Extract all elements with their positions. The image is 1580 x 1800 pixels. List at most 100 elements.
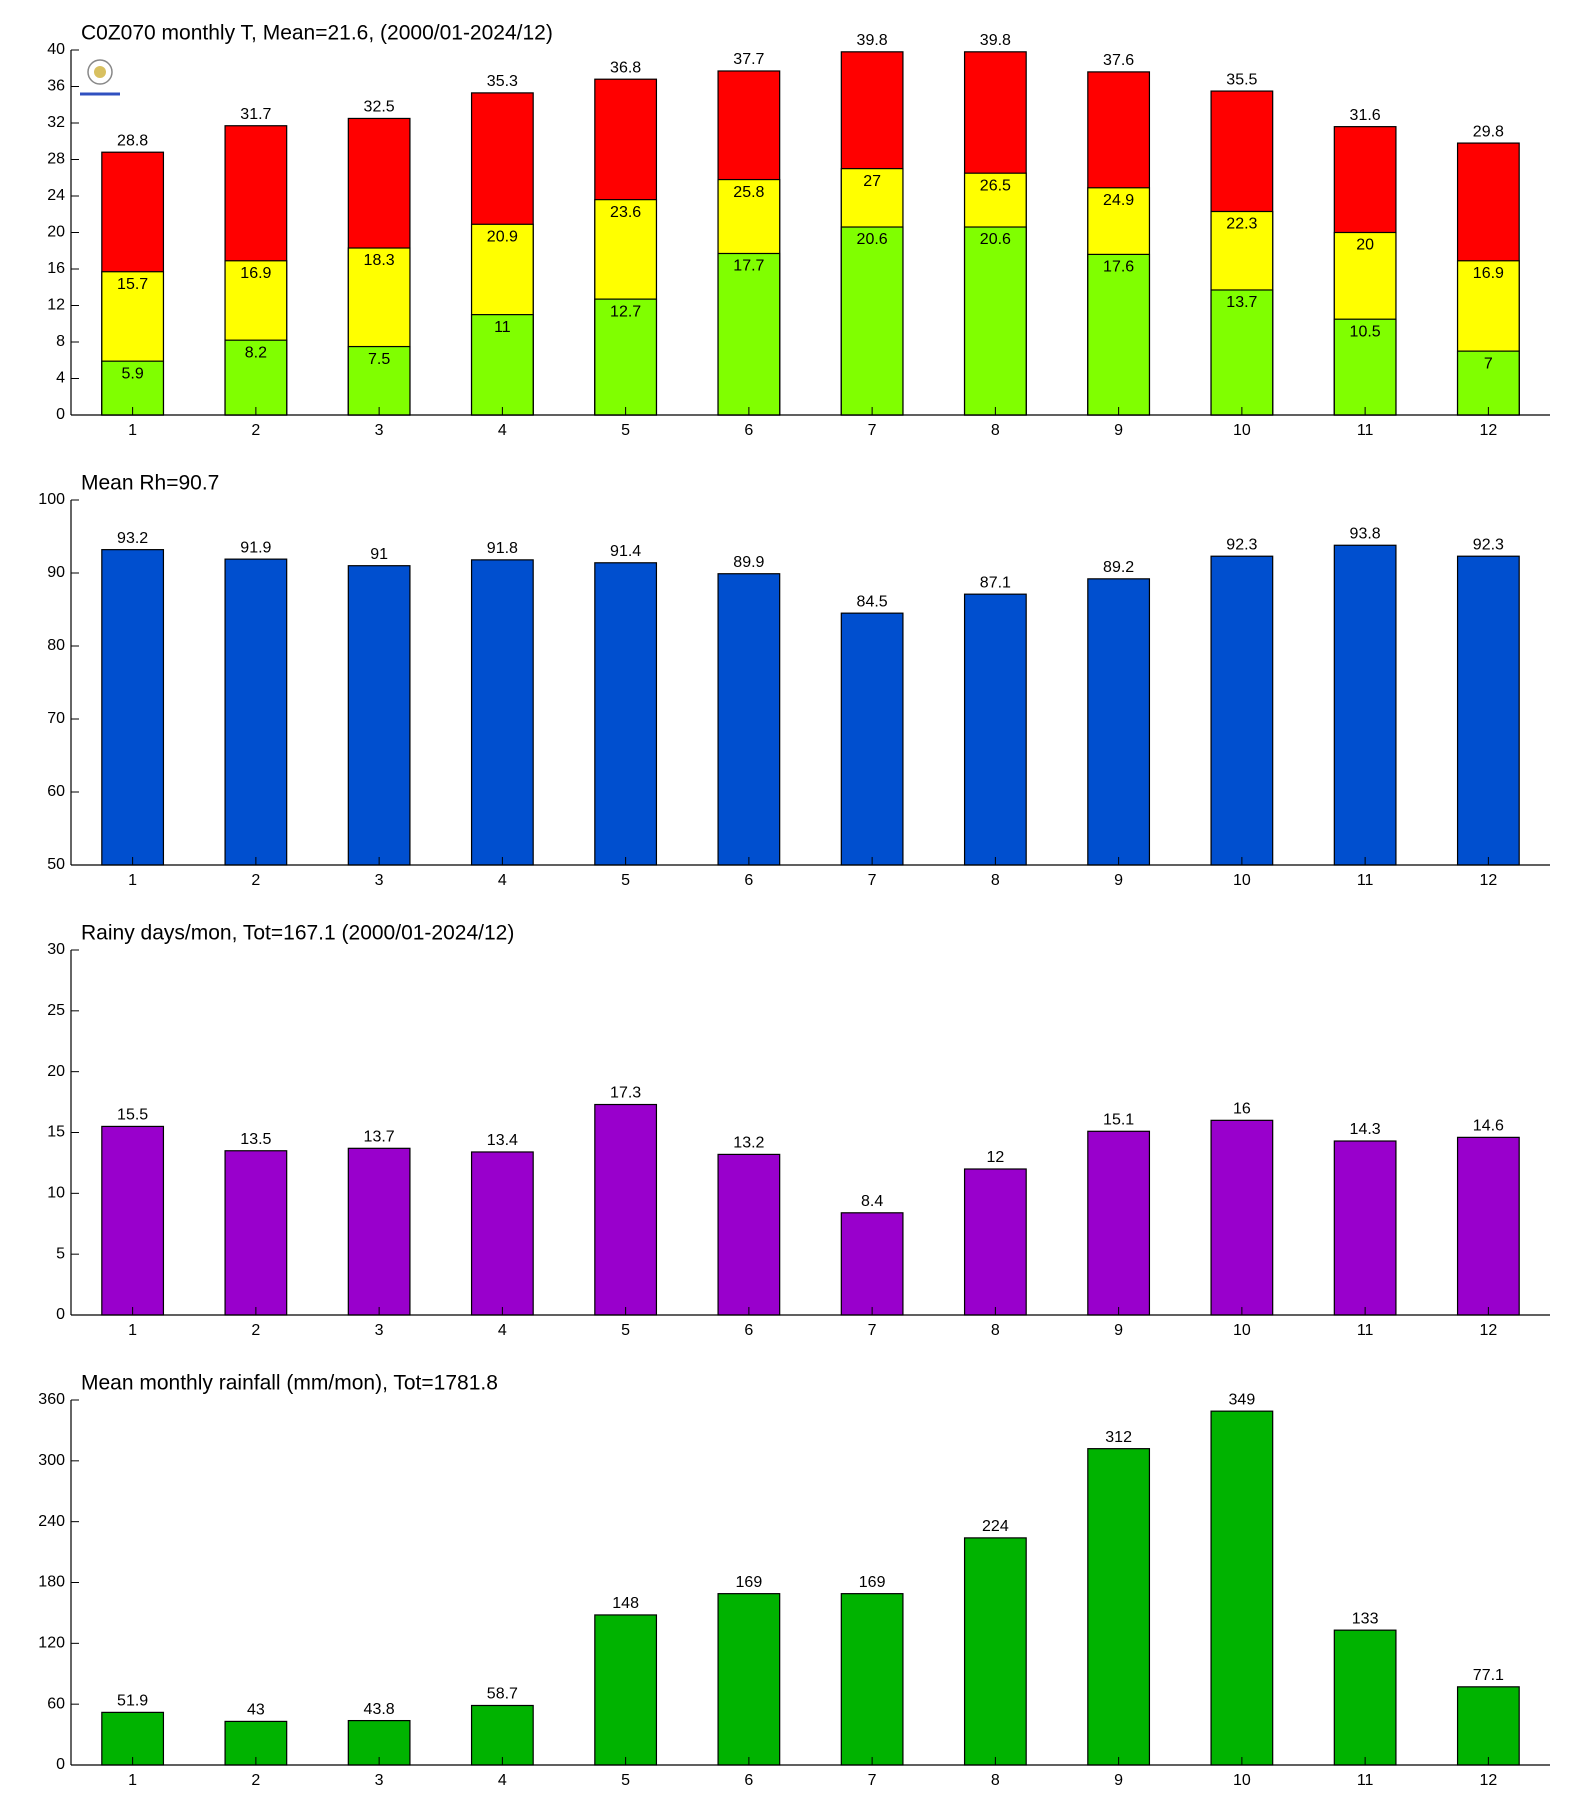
value-label: 20.9 — [487, 229, 518, 246]
bar — [594, 1103, 658, 1316]
chart-title: Mean monthly rainfall (mm/mon), Tot=1781… — [81, 1372, 498, 1395]
x-tick-label: 3 — [375, 422, 384, 439]
y-tick-label: 25 — [47, 1002, 65, 1019]
bar — [101, 1711, 165, 1766]
value-label: 91.9 — [240, 539, 271, 556]
value-label: 51.9 — [117, 1693, 148, 1710]
bar — [1333, 544, 1397, 866]
x-tick-label: 5 — [621, 872, 630, 889]
x-tick-label: 11 — [1357, 1772, 1374, 1789]
y-tick-label: 12 — [47, 297, 65, 314]
value-label: 28.8 — [117, 132, 148, 149]
value-label: 13.5 — [240, 1131, 271, 1148]
y-tick-label: 80 — [47, 637, 65, 654]
y-tick-label: 60 — [47, 1695, 65, 1712]
value-label: 23.6 — [610, 204, 641, 221]
bar — [1456, 555, 1520, 866]
bar — [963, 226, 1027, 416]
bar — [101, 549, 165, 866]
x-tick-label: 8 — [991, 422, 1000, 439]
y-tick-label: 50 — [47, 856, 65, 873]
x-tick-label: 6 — [744, 872, 753, 889]
y-tick-label: 20 — [47, 224, 65, 241]
x-tick-label: 4 — [498, 1322, 507, 1339]
x-tick-label: 8 — [991, 1772, 1000, 1789]
bar — [1456, 350, 1520, 416]
x-tick-label: 10 — [1233, 1322, 1251, 1339]
value-label: 92.3 — [1226, 536, 1257, 553]
x-tick-label: 10 — [1233, 872, 1251, 889]
bar — [101, 1125, 165, 1316]
x-tick-label: 9 — [1114, 1322, 1123, 1339]
x-tick-label: 2 — [251, 1772, 260, 1789]
value-label: 14.3 — [1350, 1121, 1381, 1138]
y-tick-label: 16 — [47, 260, 65, 277]
x-tick-label: 9 — [1114, 422, 1123, 439]
bar — [717, 573, 781, 866]
value-label: 16.9 — [1473, 265, 1504, 282]
y-tick-label: 300 — [38, 1452, 65, 1469]
value-label: 15.1 — [1103, 1112, 1134, 1129]
bar — [963, 1537, 1027, 1766]
bar — [101, 360, 165, 416]
value-label: 11 — [494, 319, 511, 336]
x-tick-label: 8 — [991, 872, 1000, 889]
x-tick-label: 8 — [991, 1322, 1000, 1339]
value-label: 14.6 — [1473, 1118, 1504, 1135]
y-tick-label: 4 — [56, 370, 65, 387]
value-label: 13.7 — [1226, 294, 1257, 311]
x-tick-label: 1 — [128, 1772, 137, 1789]
x-tick-label: 12 — [1479, 1772, 1497, 1789]
value-label: 91 — [370, 546, 388, 563]
x-tick-label: 12 — [1479, 872, 1497, 889]
value-label: 92.3 — [1473, 536, 1504, 553]
y-tick-label: 60 — [47, 783, 65, 800]
chart-title: Rainy days/mon, Tot=167.1 (2000/01-2024/… — [81, 922, 514, 945]
x-tick-label: 6 — [744, 422, 753, 439]
value-label: 8.2 — [245, 344, 267, 361]
bar — [1210, 1410, 1274, 1766]
bar — [1210, 555, 1274, 866]
value-label: 58.7 — [487, 1686, 518, 1703]
bar — [594, 562, 658, 866]
x-tick-label: 5 — [621, 422, 630, 439]
value-label: 16.9 — [240, 265, 271, 282]
x-tick-label: 2 — [251, 1322, 260, 1339]
value-label: 312 — [1105, 1429, 1132, 1446]
x-tick-label: 7 — [868, 422, 877, 439]
bar — [594, 298, 658, 416]
bar — [1456, 1136, 1520, 1316]
bar — [1087, 253, 1151, 416]
value-label: 29.8 — [1473, 123, 1504, 140]
value-label: 22.3 — [1226, 216, 1257, 233]
value-label: 20.6 — [980, 231, 1011, 248]
x-tick-label: 7 — [868, 1322, 877, 1339]
y-tick-label: 120 — [38, 1635, 65, 1652]
value-label: 39.8 — [980, 32, 1011, 49]
bar — [470, 1151, 534, 1316]
bar — [840, 612, 904, 866]
value-label: 25.8 — [733, 184, 764, 201]
value-label: 8.4 — [861, 1193, 883, 1210]
value-label: 37.7 — [733, 51, 764, 68]
x-tick-label: 12 — [1479, 422, 1497, 439]
y-tick-label: 32 — [47, 114, 65, 131]
value-label: 87.1 — [980, 574, 1011, 591]
x-tick-label: 7 — [868, 1772, 877, 1789]
x-tick-label: 4 — [498, 1772, 507, 1789]
x-tick-label: 2 — [251, 872, 260, 889]
bar — [1087, 1130, 1151, 1316]
x-tick-label: 5 — [621, 1772, 630, 1789]
value-label: 93.2 — [117, 530, 148, 547]
value-label: 224 — [982, 1518, 1009, 1535]
bar — [1210, 1119, 1274, 1316]
value-label: 7 — [1484, 355, 1493, 372]
value-label: 17.6 — [1103, 259, 1134, 276]
value-label: 31.6 — [1350, 107, 1381, 124]
bar — [717, 252, 781, 416]
value-label: 31.7 — [240, 106, 271, 123]
bar — [840, 1212, 904, 1316]
bar — [1087, 578, 1151, 866]
x-tick-label: 1 — [128, 422, 137, 439]
value-label: 84.5 — [857, 593, 888, 610]
